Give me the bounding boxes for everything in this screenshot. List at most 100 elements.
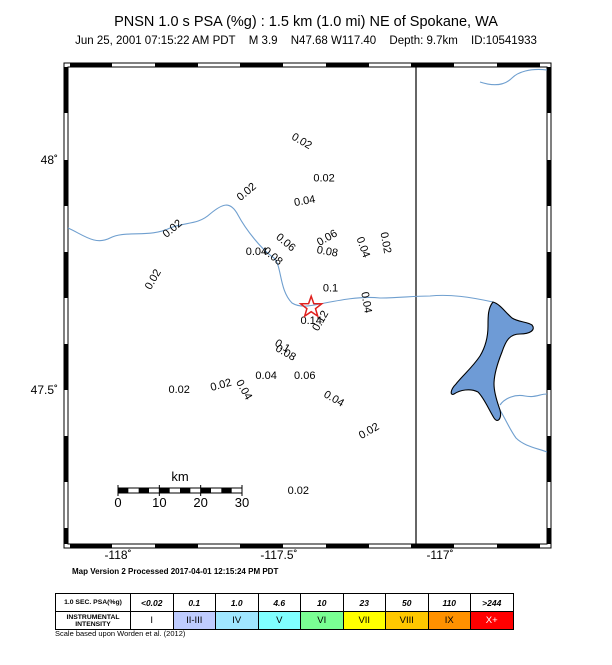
- contour-label: 0.02: [235, 181, 259, 204]
- intensity-cell: V: [257, 611, 301, 630]
- frame-tick: [547, 344, 551, 390]
- latitude-label: 48˚: [41, 153, 58, 167]
- psa-value: <0.02: [130, 593, 174, 612]
- scale-unit: km: [171, 469, 188, 484]
- frame-tick: [411, 63, 454, 67]
- scale-note: Scale based upon Worden et al. (2012): [55, 629, 186, 638]
- frame-tick: [70, 544, 112, 548]
- map-title: PNSN 1.0 s PSA (%g) : 1.5 km (1.0 mi) NE…: [114, 14, 498, 30]
- scale-bar-segment: [221, 488, 232, 493]
- contour-label: 0.04: [246, 246, 267, 258]
- intensity-cell: VII: [342, 611, 386, 630]
- contour-labels: 0.020.020.040.020.020.060.040.080.060.08…: [143, 131, 393, 497]
- contour-label: 0.02: [313, 172, 334, 184]
- frame-tick: [326, 544, 369, 548]
- latitude-labels: 48˚ 47.5˚: [31, 153, 58, 397]
- psa-value: 10: [300, 593, 344, 612]
- map-frame: [67, 66, 548, 545]
- frame-ticks: [64, 63, 551, 548]
- latitude-label: 47.5˚: [31, 383, 58, 397]
- little-spokane-river: [479, 68, 548, 86]
- contour-label: 0.04: [354, 235, 373, 259]
- spokane-river: [67, 204, 494, 307]
- intensity-cell: VI: [300, 611, 344, 630]
- scale-bar-segment: [159, 488, 170, 493]
- contour-label: 0.04: [233, 378, 254, 403]
- psa-value: 0.1: [172, 593, 216, 612]
- event-location: N47.68 W117.40: [290, 35, 377, 47]
- frame-tick: [64, 160, 68, 206]
- frame-tick: [497, 544, 540, 548]
- creek-southeast: [499, 393, 548, 406]
- contour-label: 0.02: [143, 267, 164, 292]
- map-border: [63, 62, 552, 549]
- psa-header: 1.0 SEC. PSA(%g): [55, 593, 131, 612]
- scale-bar-segment: [138, 488, 149, 493]
- intensity-header: INSTRUMENTAL INTENSITY: [55, 611, 131, 630]
- frame-tick: [497, 63, 540, 67]
- contour-label: 0.04: [293, 194, 316, 210]
- legend-intensity-row: INSTRUMENTAL INTENSITY I II-III IV V VI …: [55, 611, 514, 630]
- longitude-label: -117˚: [426, 548, 453, 560]
- psa-value: 50: [385, 593, 429, 612]
- intensity-cell: I: [130, 611, 174, 630]
- scale-tick-label: 10: [152, 495, 166, 510]
- frame-tick: [411, 544, 454, 548]
- frame-tick: [64, 67, 68, 113]
- event-details: Jun 25, 2001 07:15:22 AM PDT M 3.9 N47.6…: [0, 35, 612, 47]
- event-magnitude: M 3.9: [248, 35, 278, 47]
- contour-label: 0.1: [323, 283, 338, 295]
- contour-label: 0.02: [209, 377, 233, 394]
- processed-note: Map Version 2 Processed 2017-04-01 12:15…: [72, 567, 279, 576]
- frame-tick: [64, 436, 68, 482]
- contour-label: 0.02: [357, 421, 382, 442]
- contour-label: 0.04: [255, 370, 276, 382]
- frame-tick: [155, 544, 198, 548]
- scale-bar-segment: [118, 488, 129, 493]
- frame-tick: [547, 436, 551, 482]
- coeur-dalene-lake: [450, 301, 534, 421]
- contour-label: 0.02: [378, 231, 394, 254]
- longitude-label: -117.5˚: [260, 548, 297, 560]
- frame-tick: [547, 160, 551, 206]
- shakemap: 48˚47.5˚ -118˚ -117.5˚ -117˚ 0.020.020.040…: [31, 62, 552, 560]
- frame-tick: [240, 544, 283, 548]
- psa-value: 23: [342, 593, 386, 612]
- psa-value: 4.6: [257, 593, 301, 612]
- contour-label: 0.08: [261, 245, 285, 268]
- scale-tick-label: 30: [235, 495, 249, 510]
- epicenter-icon: [298, 293, 324, 318]
- scale-tick-label: 0: [114, 495, 121, 510]
- intensity-legend: 1.0 SEC. PSA(%g) <0.02 0.1 1.0 4.6 10 23…: [55, 593, 514, 630]
- scale-bar-segment: [180, 488, 191, 493]
- intensity-cell: VIII: [385, 611, 429, 630]
- contour-label: 0.06: [273, 231, 297, 254]
- epicenter-star: [298, 293, 324, 318]
- contour-label: 0.02: [289, 131, 314, 152]
- frame-tick: [547, 528, 551, 544]
- frame-tick: [547, 67, 551, 113]
- scale-bar-segment: [200, 488, 211, 493]
- frame-tick: [64, 252, 68, 298]
- contour-label: 0.04: [322, 389, 347, 410]
- intensity-cell: II-III: [172, 611, 216, 630]
- contour-label: 0.02: [168, 384, 189, 396]
- contour-label: 0.02: [288, 485, 309, 497]
- frame-tick: [64, 528, 68, 544]
- frame-tick: [547, 252, 551, 298]
- frame-tick: [240, 63, 283, 67]
- frame-tick: [326, 63, 369, 67]
- event-date: Jun 25, 2001 07:15:22 AM PDT: [75, 35, 236, 47]
- event-depth: Depth: 9.7km: [389, 35, 458, 47]
- frame-tick: [70, 63, 112, 67]
- contour-label: 0.02: [161, 217, 185, 240]
- scale-tick-label: 20: [193, 495, 207, 510]
- psa-value: 110: [427, 593, 471, 612]
- creek-lake-outlet: [499, 409, 548, 453]
- psa-value: 1.0: [215, 593, 259, 612]
- psa-value: >244: [470, 593, 514, 612]
- legend-psa-row: 1.0 SEC. PSA(%g) <0.02 0.1 1.0 4.6 10 23…: [55, 593, 514, 612]
- event-id: ID:10541933: [471, 35, 537, 47]
- frame-tick: [64, 344, 68, 390]
- contour-label: 0.14: [300, 315, 321, 327]
